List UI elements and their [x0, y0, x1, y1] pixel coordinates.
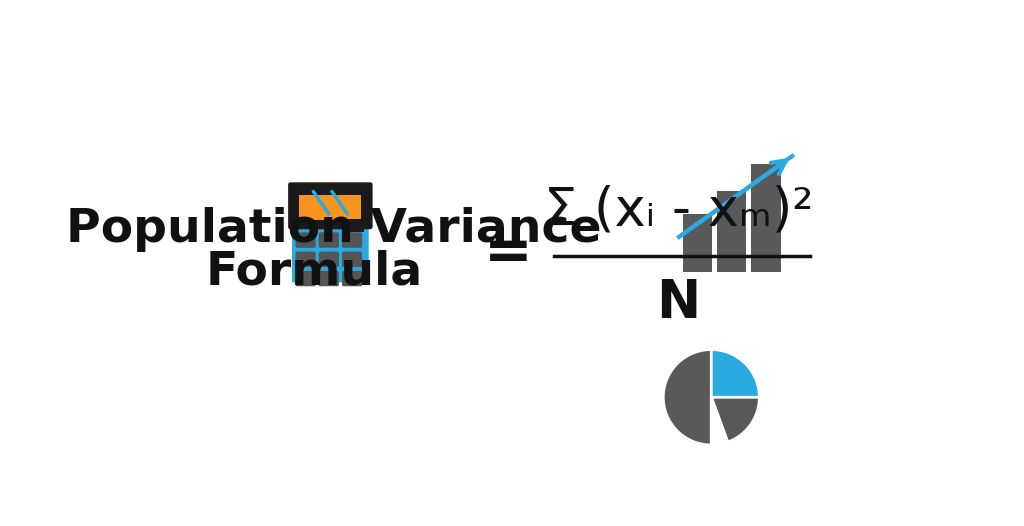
- Wedge shape: [712, 349, 760, 397]
- FancyBboxPatch shape: [318, 271, 339, 286]
- Bar: [717, 191, 746, 271]
- Bar: [683, 214, 713, 271]
- FancyBboxPatch shape: [342, 271, 362, 286]
- Text: Population Variance: Population Variance: [66, 207, 601, 252]
- FancyBboxPatch shape: [296, 251, 315, 267]
- FancyBboxPatch shape: [296, 232, 315, 248]
- FancyBboxPatch shape: [318, 251, 339, 267]
- Bar: [299, 195, 361, 220]
- Bar: [751, 164, 780, 271]
- FancyBboxPatch shape: [292, 183, 369, 282]
- Text: Σ (xᵢ - xₘ)²: Σ (xᵢ - xₘ)²: [544, 184, 813, 236]
- Bar: [347, 218, 365, 232]
- FancyBboxPatch shape: [318, 232, 339, 248]
- Wedge shape: [664, 349, 760, 445]
- Wedge shape: [712, 397, 728, 445]
- FancyBboxPatch shape: [296, 271, 315, 286]
- FancyBboxPatch shape: [342, 251, 362, 267]
- Text: Formula: Formula: [206, 249, 423, 294]
- FancyBboxPatch shape: [342, 232, 362, 248]
- Text: N: N: [656, 277, 700, 329]
- Text: =: =: [483, 224, 532, 281]
- FancyBboxPatch shape: [288, 183, 373, 229]
